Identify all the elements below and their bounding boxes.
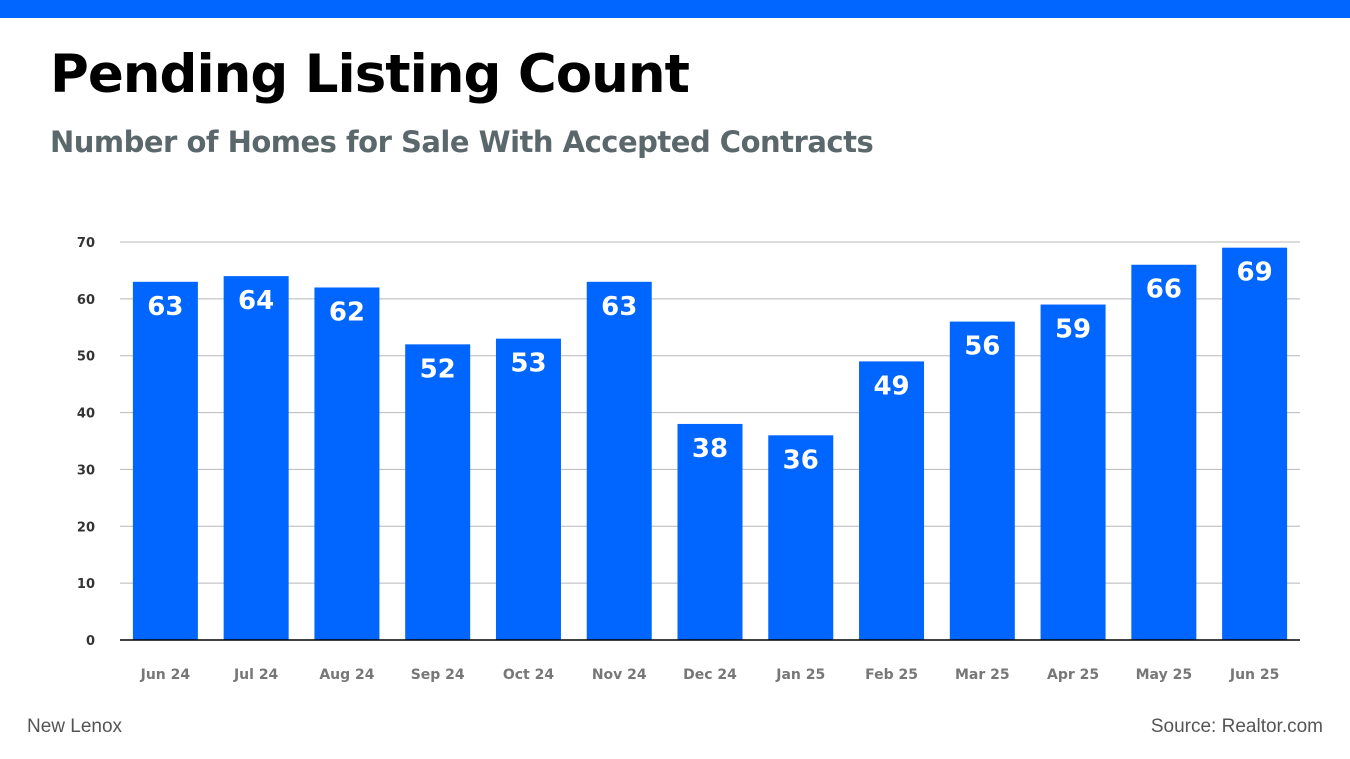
location-label: New Lenox — [27, 716, 123, 737]
bar — [859, 361, 925, 640]
chart-title: Pending Listing Count — [50, 44, 690, 105]
bar — [949, 321, 1015, 640]
bar — [677, 423, 743, 640]
y-tick-label: 10 — [77, 577, 95, 592]
x-tick-label: Nov 24 — [592, 667, 647, 683]
bar — [223, 276, 289, 640]
data-label: 63 — [601, 292, 637, 322]
bar — [495, 338, 561, 640]
y-tick-label: 50 — [77, 350, 95, 365]
y-tick-label: 20 — [77, 520, 95, 535]
data-label: 59 — [1055, 315, 1091, 345]
bar — [586, 281, 652, 640]
data-label: 36 — [783, 445, 819, 475]
y-tick-label: 0 — [86, 634, 95, 649]
y-tick-label: 70 — [77, 236, 95, 251]
x-tick-label: Oct 24 — [503, 667, 555, 683]
x-tick-label: Aug 24 — [319, 667, 374, 683]
source-label: Source: Realtor.com — [1150, 716, 1323, 737]
x-tick-label: Jan 25 — [775, 667, 825, 683]
bar — [1040, 304, 1106, 640]
y-tick-label: 60 — [77, 293, 95, 308]
bar — [132, 281, 198, 640]
x-tick-label: Jul 24 — [233, 667, 279, 683]
data-label: 38 — [692, 434, 728, 464]
bar — [1222, 247, 1288, 640]
y-tick-label: 40 — [77, 407, 95, 422]
data-label: 63 — [147, 292, 183, 322]
bar — [405, 344, 471, 640]
x-tick-label: Apr 25 — [1047, 667, 1099, 683]
x-tick-label: Jun 25 — [1229, 667, 1280, 683]
x-tick-label: Jun 24 — [140, 667, 191, 683]
bar — [768, 435, 834, 640]
x-tick-label: Dec 24 — [683, 667, 737, 683]
data-label: 69 — [1237, 258, 1273, 288]
bar — [314, 287, 380, 640]
data-label: 62 — [329, 297, 365, 327]
data-label: 56 — [964, 332, 1000, 362]
data-label: 52 — [420, 354, 456, 384]
data-label: 66 — [1146, 275, 1182, 305]
x-tick-label: Feb 25 — [865, 667, 918, 683]
top-accent-bar — [0, 0, 1350, 18]
x-tick-label: Sep 24 — [411, 667, 465, 683]
y-tick-label: 30 — [77, 463, 95, 478]
data-label: 53 — [510, 349, 546, 379]
x-tick-label: May 25 — [1136, 667, 1192, 683]
data-label: 64 — [238, 286, 274, 316]
data-label: 49 — [873, 371, 909, 401]
chart-subtitle: Number of Homes for Sale With Accepted C… — [50, 125, 874, 159]
bar — [1131, 264, 1197, 640]
x-tick-label: Mar 25 — [955, 667, 1010, 683]
